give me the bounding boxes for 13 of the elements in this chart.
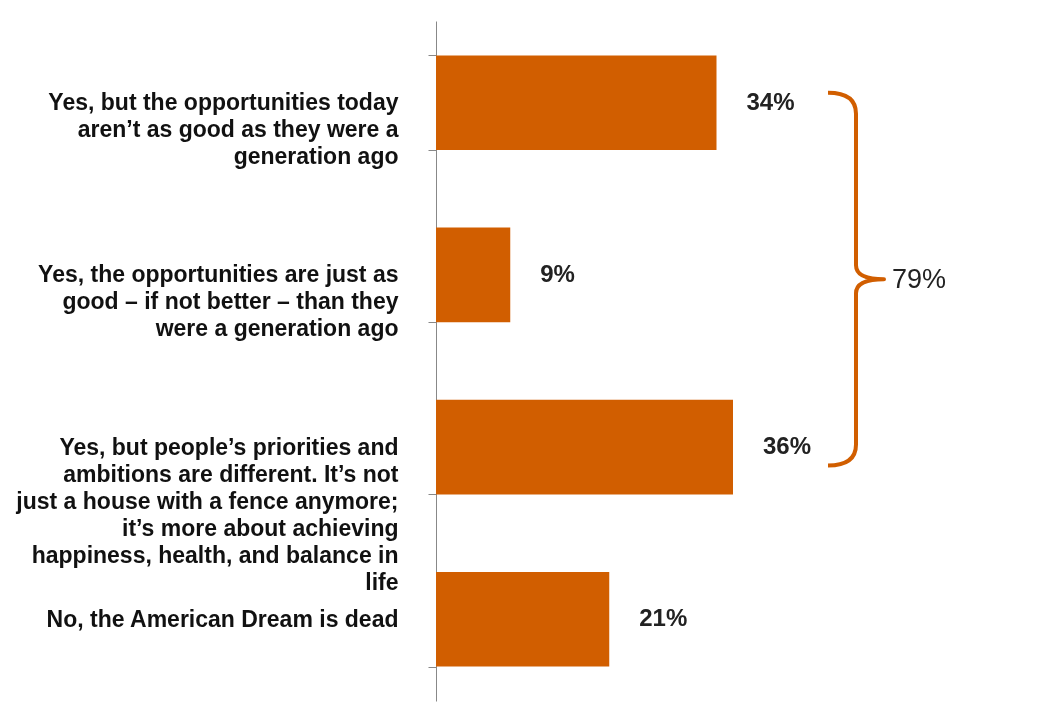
bar [436,227,511,323]
text: 79% [892,264,947,295]
bar [436,55,717,151]
data-label: 21% [639,604,688,632]
y-tick-label: Yes, but people’s priorities and ambitions are different. It’s not just a house with a fence anymore; it’s more about achieving happiness, health, and balance in life [15,433,399,595]
y-tick-label: Yes, the opportunities are just as good – if not better – than they were a generation ago [38,261,399,342]
bar [436,571,610,667]
y-tick-label: No, the American Dream is dead [46,605,399,632]
data-label: 34% [746,87,795,115]
bar [436,399,733,495]
data-label: 36% [763,432,812,460]
y-tick-label: Yes, but the opportunities today aren’t as good as they were a generation ago [48,89,399,170]
data-label: 9% [540,259,575,287]
